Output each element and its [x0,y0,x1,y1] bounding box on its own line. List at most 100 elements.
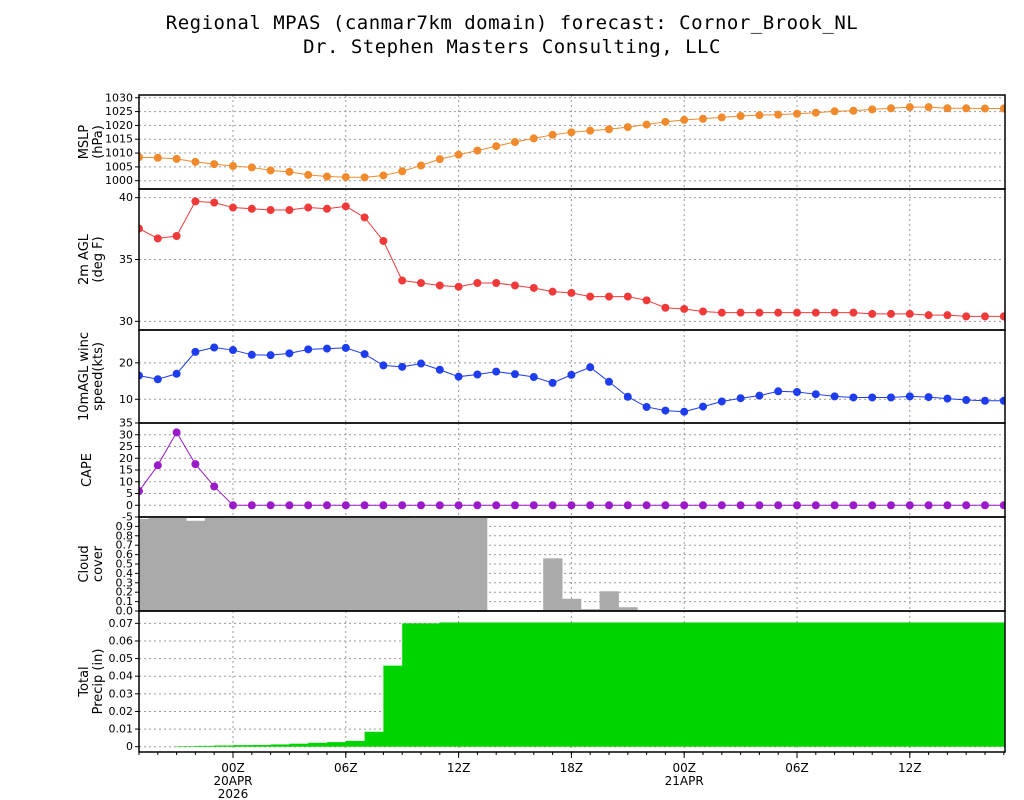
wind-ytick-label: 10 [119,393,133,406]
cape-point [417,501,425,510]
cloud-bar [543,558,563,611]
wind-point [323,344,331,353]
wind-barb-staff [402,361,431,376]
precip-frame [138,610,1006,753]
cape-point [398,501,407,510]
temp-ytick-label: 35 [119,253,133,266]
wind-barb-staff [534,365,564,376]
wind-barb-staff [880,376,891,406]
precip-bar [1003,622,1005,747]
wind-barb-half [179,355,185,361]
wind-barb-half [214,359,219,365]
mslp-ytick-label: 1020 [105,119,133,132]
precip-ylabel: TotalPrecip (in) [77,649,106,715]
temp-point [417,279,425,287]
wind-barb-flag [870,403,880,411]
wind-barb-flag [469,360,477,370]
temp-point [511,281,519,290]
temp-point [924,311,933,320]
temp-ylabel-line: 2m AGL [77,233,92,285]
wind-barb-flag [622,368,629,378]
temp-point [304,203,313,212]
wind-barb-staff [233,359,260,376]
cape-point [454,501,463,510]
wind-barb-flag [526,362,534,372]
precip-bar [928,622,948,747]
cloud-bar [298,517,319,611]
wind-barb-staff [440,362,469,376]
precip-bar [533,622,554,747]
wind-barb-flag [852,404,862,412]
precip-ytick-label: 0.06 [109,634,134,647]
precip-bar [477,622,497,747]
x-tick-label: 00Z [221,761,245,775]
temp-point [774,308,783,317]
mslp-ytick-label: 1015 [105,133,133,146]
cape-ytick-label: 5 [126,487,133,500]
cloud-ytick-label: 0.8 [116,529,134,542]
temp-point [905,309,914,318]
wind-barb-flag [835,404,845,411]
wind-barb-flag [182,351,192,361]
cloud-bar [139,518,149,611]
temp-point [266,206,275,215]
cape-point [774,501,783,510]
wind-barb-flag [545,362,553,372]
wind-barb [252,356,288,383]
temp-point [398,276,407,285]
mslp-point [360,173,369,182]
cape-point [247,501,256,510]
mslp-point [548,130,557,139]
wind-barb-staff [515,364,545,376]
mslp-point [139,153,143,162]
temp-point [755,308,764,317]
wind-barb-flag [618,369,625,379]
mslp-point [379,171,388,180]
x-tick-label: 12Z [898,761,922,775]
wind-barb-flag [763,406,773,412]
wind-point [830,392,839,401]
precip-ylabel-line: Total [77,666,92,697]
temp-ylabel-line: (deg F) [91,236,106,282]
wind-barb-staff [365,361,393,376]
mslp-point [153,153,162,162]
cloud-bar [580,609,601,611]
wind-barb-flag [162,350,172,360]
x-tick-label: 06Z [785,761,809,775]
cape-point [304,501,313,510]
cape-point [793,501,801,510]
wind-barb-flag [276,359,285,369]
wind-barb-half [560,365,565,371]
mslp-ylabel-line: (hPa) [91,125,106,159]
wind-point [717,397,726,406]
cape-ytick-label: 0 [126,499,133,512]
mslp-point [736,112,745,121]
cape-ytick-label: 10 [119,475,133,488]
cape-point [323,501,331,510]
mslp-point [868,105,877,114]
cloud-ylabel-line: cover [91,545,106,582]
cloud-bar [148,517,168,611]
wind-barb-flag [602,366,609,376]
cloud-ylabel: Cloudcover [77,545,106,582]
temp-point [323,204,331,213]
cape-point [905,501,914,510]
precip-bar [665,622,685,747]
cape-point [868,501,877,510]
wind-point [962,396,971,405]
mslp-ytick-label: 1025 [105,105,133,118]
wind-barb-flag [816,405,826,412]
cape-point [849,501,858,510]
wind-barb [870,373,891,411]
precip-bar [552,622,572,747]
wind-barb-flag [298,356,307,366]
precip-bar [627,622,648,747]
wind-barb-staff [845,376,854,407]
wind-ylabel: 10mAGL wincspeed(kts) [77,332,106,421]
precip-bar [778,622,798,747]
mslp-point [717,113,726,122]
precip-bar [251,744,272,747]
wind-barb [942,372,966,409]
